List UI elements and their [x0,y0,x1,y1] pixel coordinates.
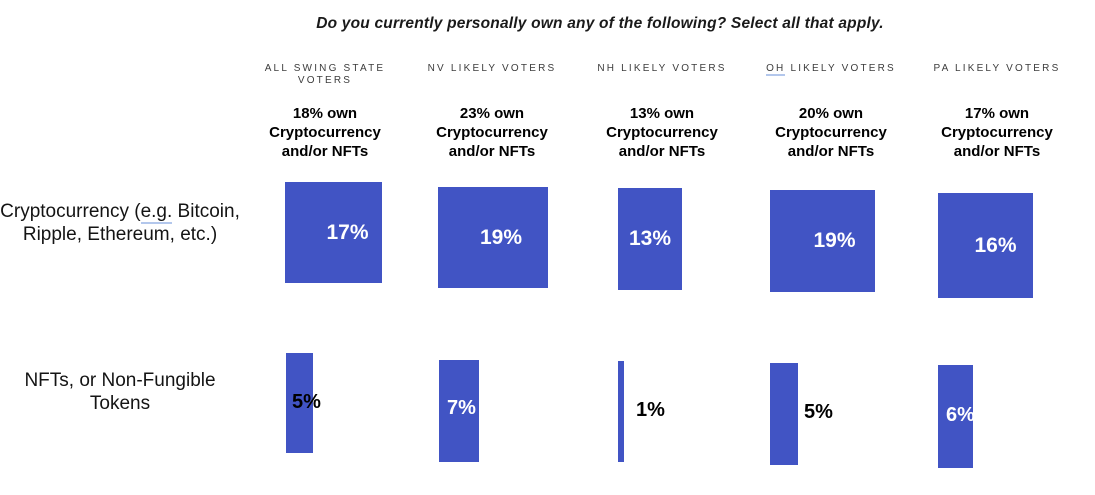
column-header-oh: OH LIKELY VOTERS [758,63,904,76]
text-part: Bitcoin, Ripple, Ethereum, etc.) [22,201,240,245]
column-subheader-oh: 20% own Cryptocurrency and/or NFTs [775,105,887,160]
bar-nft-nv [439,360,479,462]
column-header-nh: NH LIKELY VOTERS [589,63,735,75]
text-part: NH LIKELY VOTERS [597,63,727,74]
text-part: NFTs, or Non-Fungible Tokens [24,370,216,414]
bar-value-label: 5% [292,391,321,413]
text-part: NV LIKELY VOTERS [427,63,557,74]
column-header-all-swing-state: ALL SWING STATE VOTERS [252,63,398,86]
bar-crypto-all-swing-state: 17% [285,182,382,283]
column-subheader-nv: 23% own Cryptocurrency and/or NFTs [436,105,548,160]
column-subheader-all-swing-state: 18% own Cryptocurrency and/or NFTs [269,105,381,160]
column-header-pa: PA LIKELY VOTERS [924,63,1070,75]
column-subheader-pa: 17% own Cryptocurrency and/or NFTs [941,105,1053,160]
bar-value-label: 19% [813,229,856,252]
bar-value-label: 6% [946,404,975,426]
bar-value-label: 13% [628,227,672,250]
text-part: Cryptocurrency ( [0,201,141,222]
column-pa: PA LIKELY VOTERS 17% own Cryptocurrency … [924,63,1070,160]
bar-value-label: 19% [479,225,523,249]
bar-crypto-pa: 16% [938,193,1033,298]
bar-value-label: 5% [804,401,833,423]
bar-nft-pa [938,365,973,468]
text-part: LIKELY VOTERS [785,63,896,74]
bar-crypto-nh: 13% [618,188,682,290]
underlined-text: OH [766,63,786,76]
bar-value-label: 17% [326,220,369,244]
column-nv: NV LIKELY VOTERS 23% own Cryptocurrency … [419,63,565,160]
bar-crypto-oh: 19% [770,190,875,292]
text-part: ALL SWING STATE VOTERS [264,63,386,86]
column-oh: OH LIKELY VOTERS 20% own Cryptocurrency … [758,63,904,160]
bar-nft-oh [770,363,798,465]
bar-value-label: 16% [974,233,1017,257]
underlined-text: e.g. [140,201,173,224]
bar-value-label: 1% [636,399,665,421]
column-header-nv: NV LIKELY VOTERS [419,63,565,75]
bar-value-label: 7% [447,397,476,419]
column-nh: NH LIKELY VOTERS 13% own Cryptocurrency … [589,63,735,160]
bar-crypto-nv: 19% [438,187,548,288]
bar-nft-all-swing-state [286,353,313,453]
column-all-swing-state: ALL SWING STATE VOTERS 18% own Cryptocur… [252,63,398,160]
column-subheader-nh: 13% own Cryptocurrency and/or NFTs [606,105,718,160]
text-part: PA LIKELY VOTERS [933,63,1061,74]
row-label-nfts: NFTs, or Non-Fungible Tokens [0,370,240,415]
bar-nft-nh [618,361,624,462]
chart-title: Do you currently personally own any of t… [316,15,884,32]
row-label-cryptocurrency: Cryptocurrency (e.g. Bitcoin, Ripple, Et… [0,201,240,246]
